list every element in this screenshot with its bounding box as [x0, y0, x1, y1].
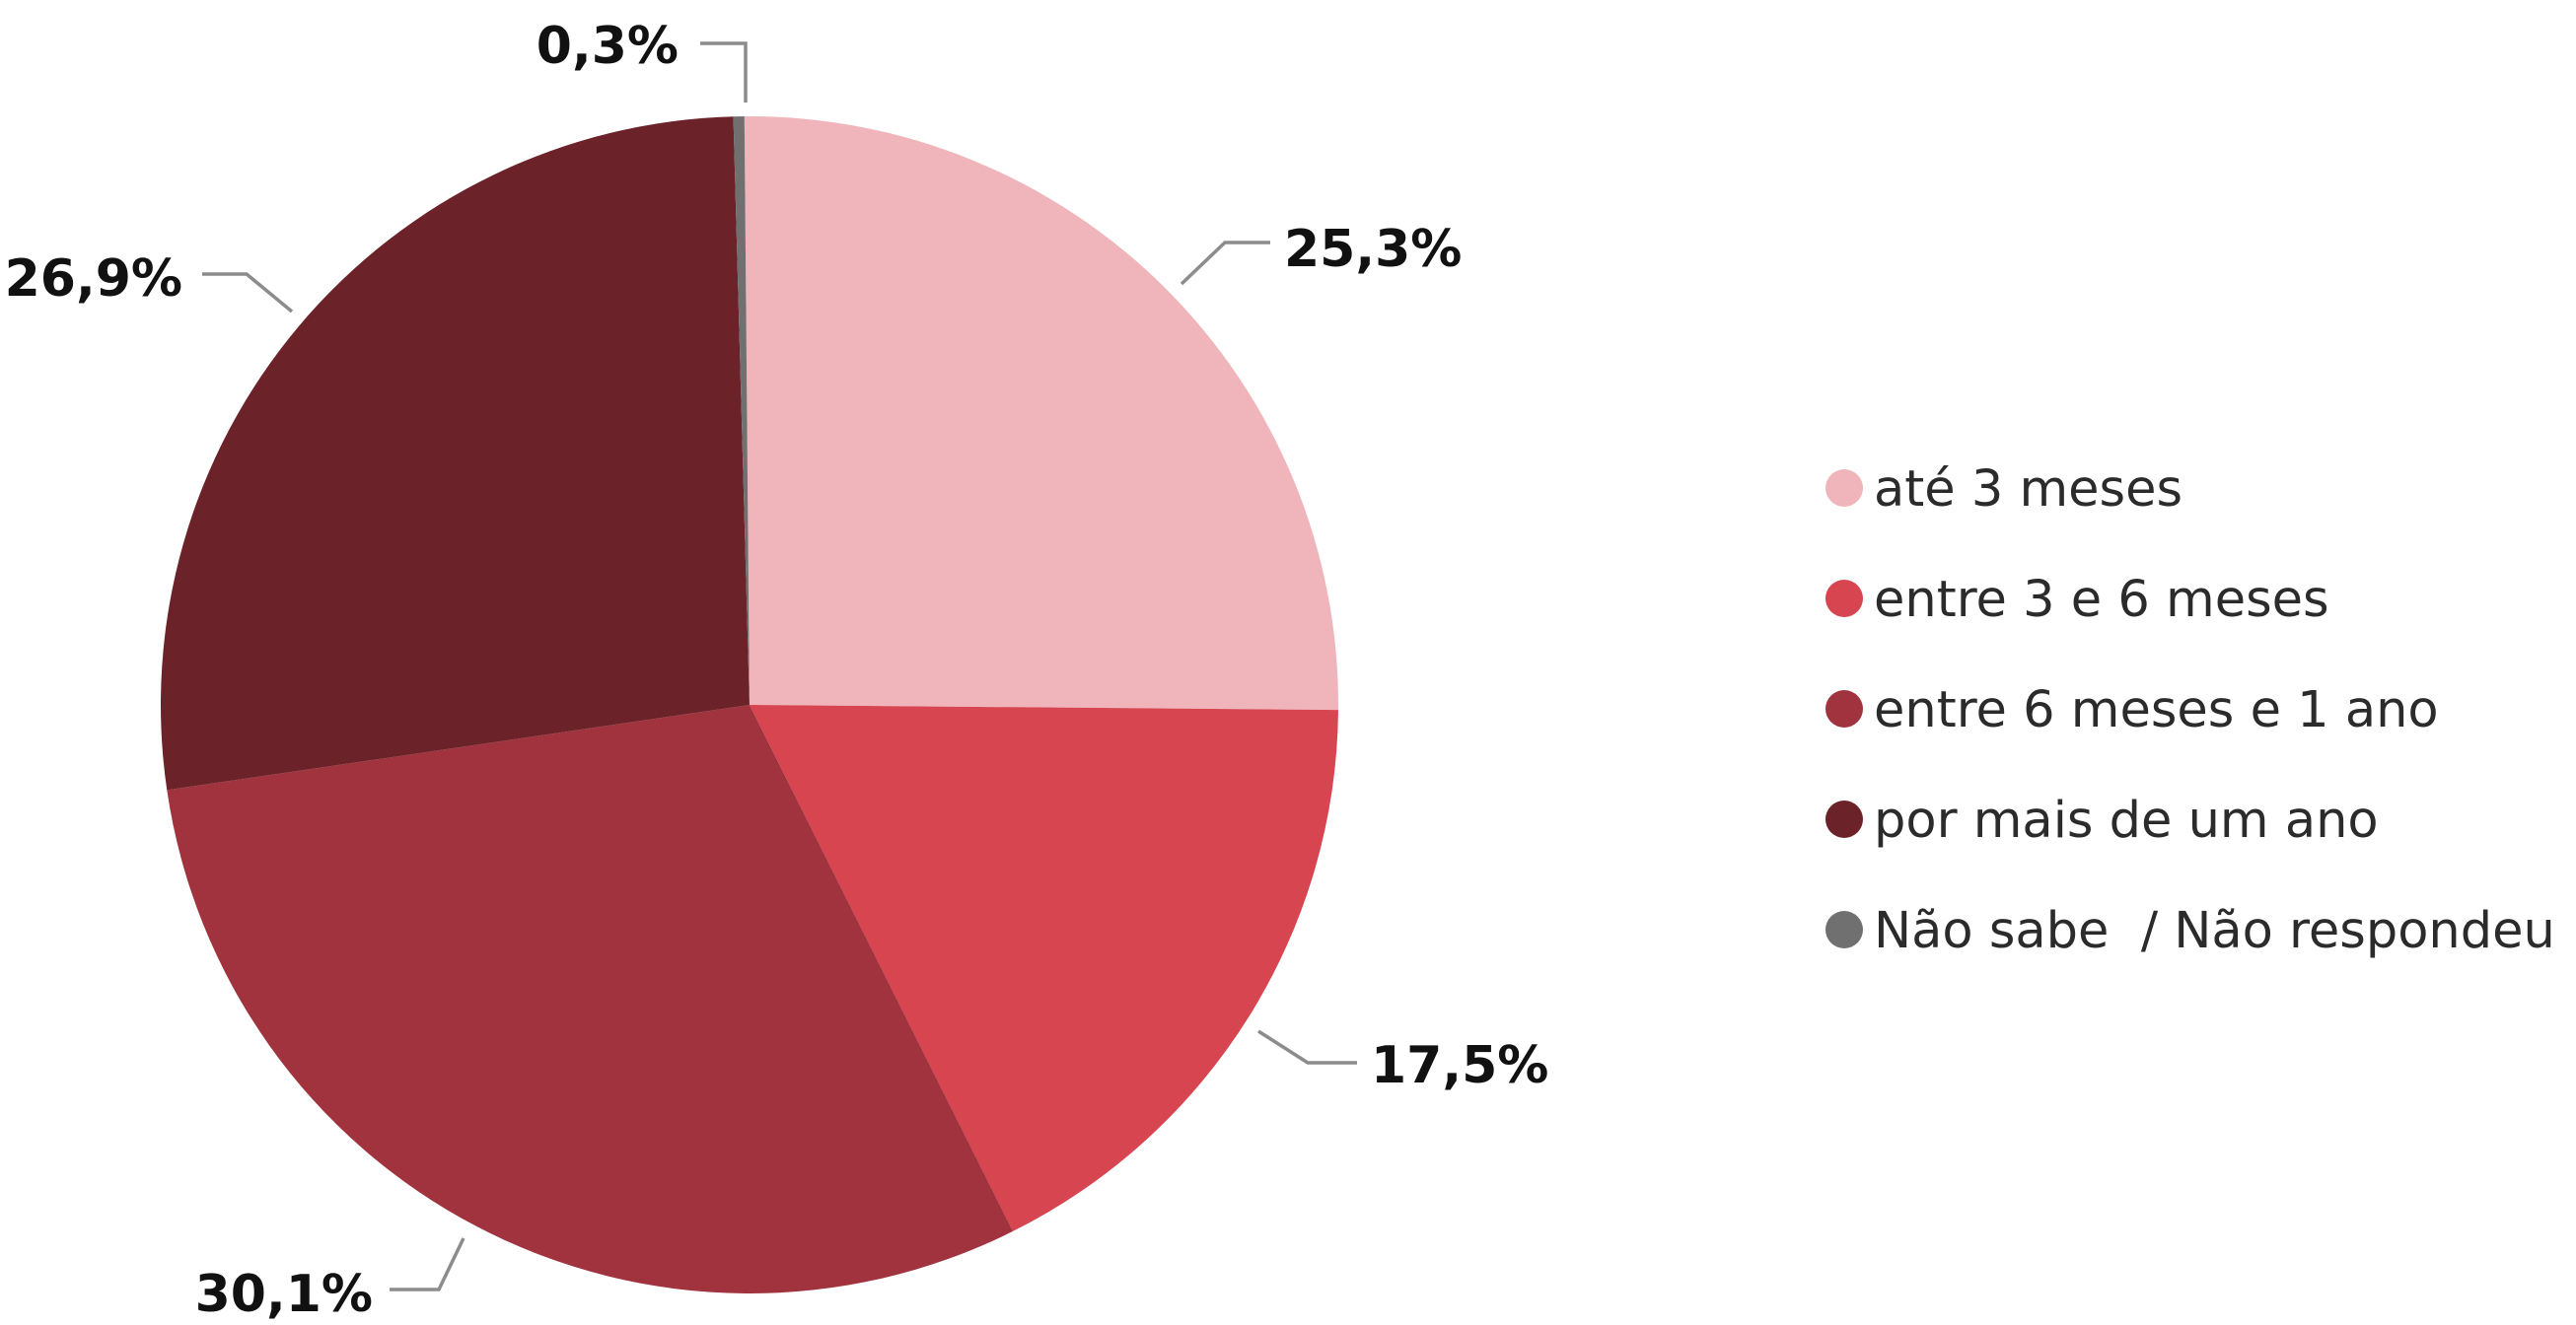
leader-line-entre-3-e-6-meses — [1257, 1029, 1357, 1065]
data-label-por-mais-de-um-ano: 26,9% — [5, 249, 182, 309]
leader-line-entre-6-meses-e-1-ano — [390, 1237, 465, 1291]
legend-label-ate-3-meses: até 3 meses — [1874, 460, 2182, 519]
data-label-ate-3-meses: 25,3% — [1284, 220, 1462, 279]
pie-slice-entre-6-meses-e-1-ano — [167, 705, 1014, 1293]
legend-label-por-mais-de-um-ano: por mais de um ano — [1874, 792, 2379, 850]
data-label-nao-sabe-nao-respondeu: 0,3% — [537, 17, 679, 76]
pie-slice-por-mais-de-um-ano — [161, 116, 750, 791]
legend-label-entre-6-meses-e-1-ano: entre 6 meses e 1 ano — [1874, 681, 2439, 739]
legend: até 3 meses entre 3 e 6 meses entre 6 mese… — [1825, 460, 2555, 960]
pie-slice-ate-3-meses — [744, 115, 1339, 711]
legend-label-nao-sabe-nao-respondeu: Não sabe / Não respondeu — [1874, 902, 2555, 960]
legend-item-por-mais-de-um-ano: por mais de um ano — [1825, 792, 2379, 850]
pie-slice-nao-sabe-nao-respondeu — [733, 116, 750, 705]
legend-marker-entre-3-e-6-meses — [1825, 580, 1863, 617]
legend-item-entre-6-meses-e-1-ano: entre 6 meses e 1 ano — [1825, 681, 2439, 739]
legend-marker-por-mais-de-um-ano — [1825, 801, 1863, 838]
data-labels: 25,3% 17,5% 30,1% 26,9% 0,3% — [5, 17, 1549, 1324]
legend-item-ate-3-meses: até 3 meses — [1825, 460, 2182, 519]
legend-marker-ate-3-meses — [1825, 469, 1863, 507]
leader-line-nao-sabe-nao-respondeu — [700, 41, 748, 103]
leader-line-ate-3-meses — [1180, 241, 1270, 286]
data-label-entre-6-meses-e-1-ano: 30,1% — [195, 1265, 373, 1324]
legend-marker-entre-6-meses-e-1-ano — [1825, 690, 1863, 728]
legend-item-entre-3-e-6-meses: entre 3 e 6 meses — [1825, 571, 2329, 629]
legend-marker-nao-sabe-nao-respondeu — [1825, 911, 1863, 948]
leader-lines — [202, 41, 1357, 1291]
legend-item-nao-sabe-nao-respondeu: Não sabe / Não respondeu — [1825, 902, 2555, 960]
data-label-entre-3-e-6-meses: 17,5% — [1371, 1036, 1548, 1095]
pie-slice-entre-3-e-6-meses — [750, 705, 1338, 1231]
leader-line-por-mais-de-um-ano — [202, 272, 294, 314]
pie-slices — [161, 115, 1339, 1293]
legend-label-entre-3-e-6-meses: entre 3 e 6 meses — [1874, 571, 2329, 629]
